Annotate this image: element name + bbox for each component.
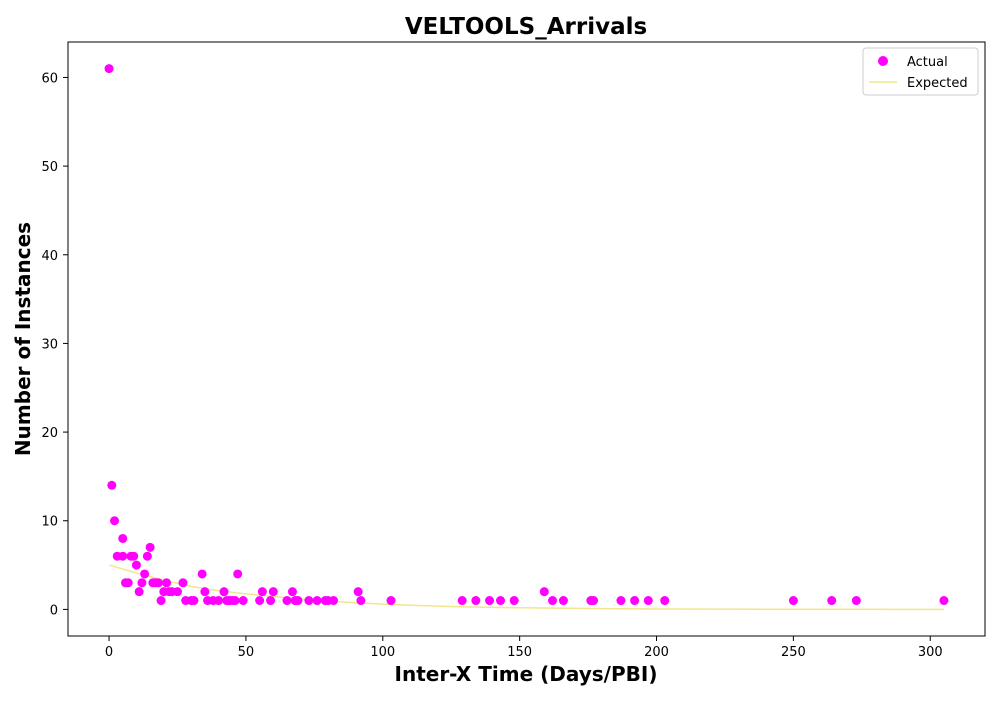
actual-point [200, 587, 210, 597]
legend-expected-label: Expected [907, 76, 968, 91]
actual-point [643, 596, 653, 606]
legend-box [862, 47, 979, 96]
actual-point [266, 596, 276, 606]
actual-point [118, 533, 128, 543]
actual-point [539, 587, 549, 597]
actual-point [156, 596, 166, 606]
actual-point [238, 596, 248, 606]
actual-point [214, 596, 224, 606]
actual-point [356, 596, 366, 606]
x-tick-label: 150 [507, 645, 532, 660]
actual-point [140, 569, 150, 579]
legend-actual-label: Actual [907, 55, 948, 70]
actual-point [134, 587, 144, 597]
actual-point [145, 542, 155, 552]
actual-point [485, 596, 495, 606]
actual-point [118, 551, 128, 561]
actual-point [287, 587, 297, 597]
actual-point [589, 596, 599, 606]
actual-point [329, 596, 339, 606]
y-tick-label: 30 [41, 337, 58, 352]
actual-point [137, 578, 147, 588]
actual-point [219, 587, 229, 597]
y-tick-label: 40 [41, 249, 58, 264]
x-tick-label: 300 [918, 645, 943, 660]
actual-point [851, 596, 861, 606]
y-tick-label: 0 [50, 603, 58, 618]
actual-series [104, 64, 949, 606]
y-tick-label: 60 [41, 71, 58, 86]
actual-point [197, 569, 207, 579]
actual-point [189, 596, 199, 606]
y-tick-label: 50 [41, 160, 58, 175]
actual-point [788, 596, 798, 606]
y-tick-label: 20 [41, 426, 58, 441]
actual-point [293, 596, 303, 606]
actual-point [630, 596, 640, 606]
actual-point [353, 587, 363, 597]
legend-actual-marker [878, 56, 888, 66]
y-tick-label: 10 [41, 515, 58, 530]
actual-point [616, 596, 626, 606]
actual-point [282, 596, 292, 606]
actual-point [142, 551, 152, 561]
actual-point [162, 578, 172, 588]
x-axis-ticks: 0 50 100 150 200 250 300 [105, 636, 943, 660]
actual-point [457, 596, 467, 606]
actual-point [255, 596, 265, 606]
actual-point [496, 596, 505, 606]
actual-point [312, 596, 322, 606]
x-tick-label: 50 [238, 645, 255, 660]
actual-point [257, 587, 267, 597]
plot-frame [67, 41, 986, 637]
x-axis-label: Inter-X Time (Days/PBI) [395, 662, 658, 686]
actual-point [123, 578, 133, 588]
actual-point [304, 596, 314, 606]
y-axis-ticks: 0 10 20 30 40 50 60 [41, 71, 68, 618]
legend: Actual Expected [862, 47, 979, 96]
actual-point [558, 596, 568, 606]
x-tick-label: 250 [781, 645, 806, 660]
y-axis-label: Number of Instances [11, 222, 35, 456]
actual-point [110, 516, 120, 526]
actual-point [104, 64, 114, 74]
actual-point [386, 596, 396, 606]
actual-point [131, 560, 141, 570]
actual-point [268, 587, 278, 597]
actual-point [172, 587, 182, 597]
actual-point [939, 596, 949, 606]
actual-point [471, 596, 481, 606]
x-tick-label: 100 [370, 645, 395, 660]
x-tick-label: 0 [105, 645, 113, 660]
actual-point [107, 480, 117, 490]
actual-point [233, 569, 243, 579]
actual-point [509, 596, 519, 606]
x-tick-label: 200 [644, 645, 669, 660]
actual-point [548, 596, 557, 606]
actual-point [827, 596, 837, 606]
chart-title: VELTOOLS_Arrivals [405, 14, 647, 40]
actual-point [153, 578, 163, 588]
actual-point [178, 578, 188, 588]
actual-point [129, 551, 139, 561]
actual-point [660, 596, 670, 606]
actual-point [230, 596, 240, 606]
